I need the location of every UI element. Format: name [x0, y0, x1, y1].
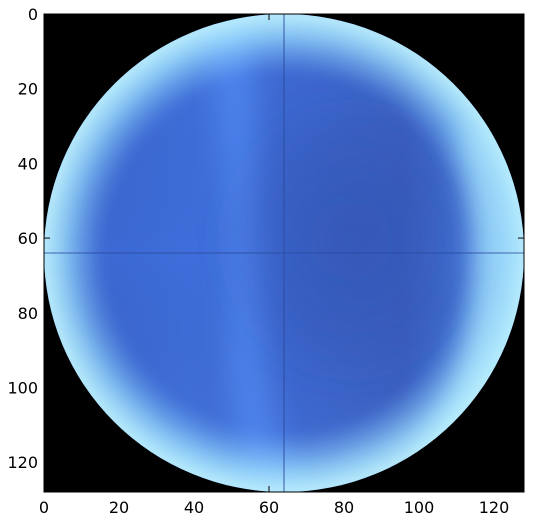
- x-tick-label: 120: [479, 498, 510, 517]
- y-tick-label: 40: [18, 154, 38, 173]
- y-tick-label: 120: [7, 453, 38, 472]
- x-tick-label: 20: [109, 498, 129, 517]
- y-tick-label: 20: [18, 80, 38, 99]
- plot-frame: [43, 13, 525, 493]
- y-axis: 0 20 40 60 80 100 120: [7, 5, 524, 472]
- y-tick-label: 0: [28, 5, 38, 24]
- x-tick-label: 60: [259, 498, 279, 517]
- x-tick-label: 80: [334, 498, 354, 517]
- x-tick-label: 100: [404, 498, 435, 517]
- y-tick-label: 60: [18, 229, 38, 248]
- x-tick-label: 40: [184, 498, 204, 517]
- y-tick-label: 100: [7, 378, 38, 397]
- x-tick-label: 0: [39, 498, 49, 517]
- y-tick-label: 80: [18, 304, 38, 323]
- disk-image: [44, 14, 524, 492]
- x-axis: 0 20 40 60 80 100 120: [39, 14, 509, 517]
